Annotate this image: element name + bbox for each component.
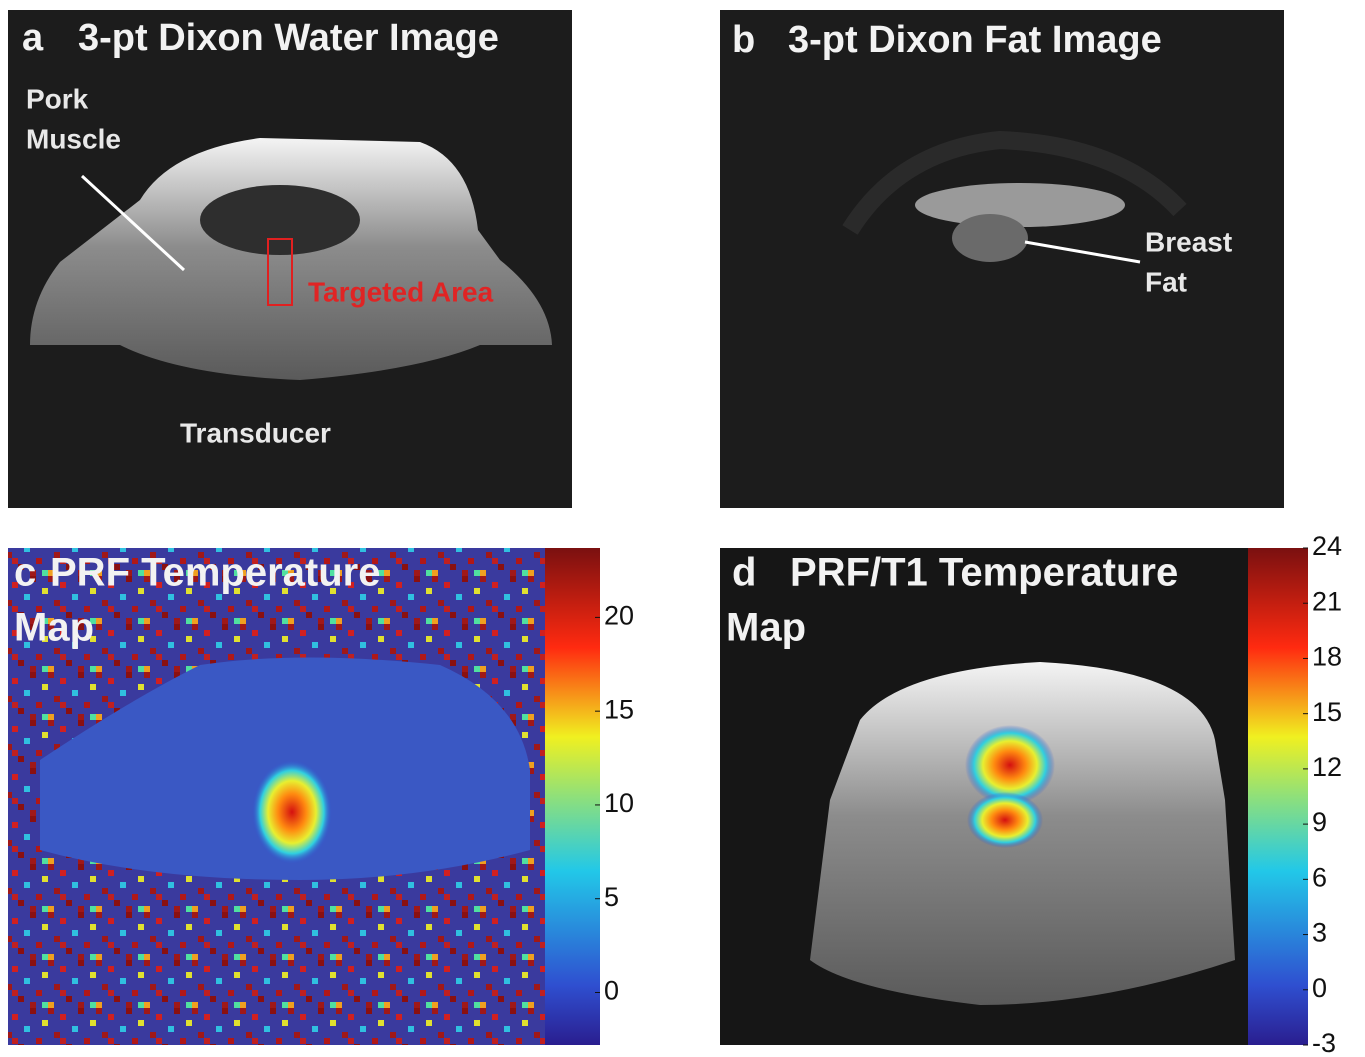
annotation: Transducer <box>180 417 331 448</box>
annotation: Fat <box>1145 266 1187 297</box>
panel-a: a 3-pt Dixon Water Image Pork Muscle Tar… <box>8 10 572 508</box>
annotation: Muscle <box>26 123 121 154</box>
annotation: Targeted Area <box>308 276 494 307</box>
annotation: Pork <box>26 83 89 114</box>
panel-b: b 3-pt Dixon Fat Image Breast Fat <box>720 10 1284 508</box>
colorbar <box>1248 548 1308 1045</box>
tick-label: 6 <box>1312 862 1327 892</box>
tick-label: 12 <box>1312 752 1342 782</box>
panel-title: 3-pt Dixon Water Image <box>78 17 499 59</box>
panel-label: c <box>14 551 36 595</box>
panel-label: b <box>732 19 755 61</box>
tick-label: -3 <box>1312 1028 1336 1057</box>
page: {"panels": [ {"label": "a", "title": "3-… <box>0 0 1365 1057</box>
dark-region <box>200 185 360 255</box>
panel-d: d PRF/T1 Temperature Map <box>720 548 1248 1045</box>
panel-title: Map <box>14 606 94 650</box>
tick-label: 20 <box>604 601 634 631</box>
panel-label: a <box>22 17 44 59</box>
tick-label: 9 <box>1312 807 1327 837</box>
panel-title: 3-pt Dixon Fat Image <box>788 19 1162 61</box>
tick-label: 21 <box>1312 586 1342 616</box>
annotation: Breast <box>1145 226 1232 257</box>
panel-title: Map <box>726 606 806 650</box>
figure: a 3-pt Dixon Water Image Pork Muscle Tar… <box>0 0 1365 1057</box>
tick-label: 0 <box>1312 973 1327 1003</box>
panel-title: PRF/T1 Temperature <box>790 551 1178 595</box>
fat-region <box>915 183 1125 227</box>
tick-label: 5 <box>604 882 619 912</box>
panel-label: d <box>732 551 756 595</box>
tick-label: 15 <box>1312 697 1342 727</box>
hot-spot <box>967 792 1043 848</box>
tick-label: 18 <box>1312 642 1342 672</box>
tick-label: 0 <box>604 976 619 1006</box>
panel-title: PRF Temperature <box>50 551 380 595</box>
tick-label: 15 <box>604 694 634 724</box>
hot-spot <box>252 760 332 864</box>
fat-region <box>952 214 1028 262</box>
colorbar <box>545 548 600 1045</box>
tick-label: 10 <box>604 788 634 818</box>
tick-label: 3 <box>1312 918 1327 948</box>
tick-label: 24 <box>1312 531 1342 561</box>
panel-c: c PRF Temperature Map <box>8 548 545 1045</box>
